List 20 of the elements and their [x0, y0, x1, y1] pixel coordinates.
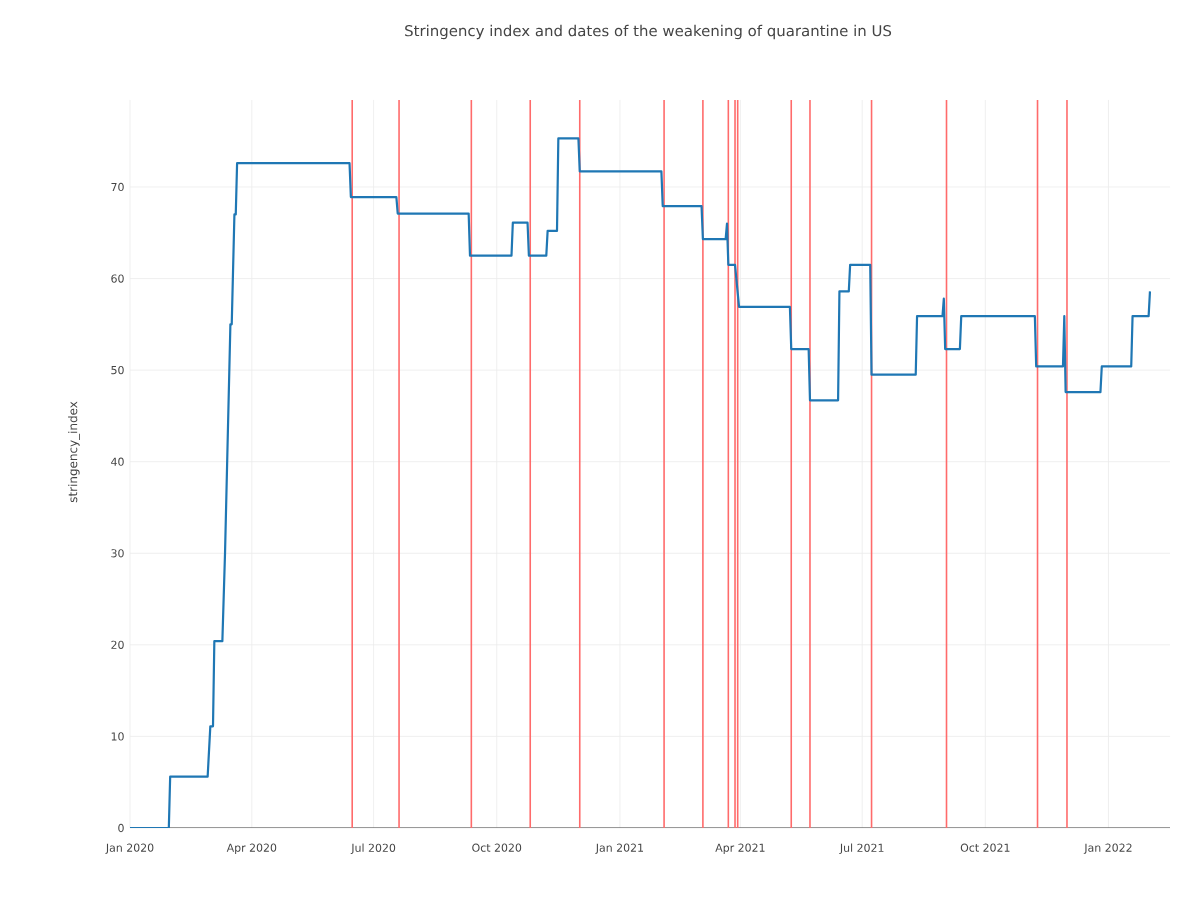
chart-title: Stringency index and dates of the weakening of quarantine in US [405, 24, 892, 40]
y-tick-label: 60 [111, 274, 124, 283]
x-tick-label: Oct 2021 [960, 843, 1010, 852]
x-tick-label: Jan 2021 [595, 843, 644, 854]
x-tick-label: Jul 2021 [839, 843, 884, 855]
y-tick-label: 70 [111, 182, 124, 192]
y-tick-label: 20 [111, 640, 124, 649]
y-axis-title: stringency_index [68, 401, 80, 503]
y-tick-label: 50 [111, 365, 124, 375]
x-tick-label: Jan 2022 [1083, 843, 1132, 854]
y-tick-label: 40 [111, 457, 124, 466]
x-tick-label: Oct 2020 [472, 843, 522, 852]
y-tick-label: 30 [111, 549, 124, 558]
line-series [130, 137, 1152, 828]
x-tick-label: Jul 2020 [350, 843, 396, 855]
x-tick-label: Jan 2020 [105, 843, 154, 854]
y-tick-label: 0 [118, 823, 124, 833]
x-tick-label: Apr 2020 [226, 843, 277, 854]
x-tick-label: Apr 2021 [715, 843, 765, 854]
y-tick-label: 10 [111, 732, 124, 741]
